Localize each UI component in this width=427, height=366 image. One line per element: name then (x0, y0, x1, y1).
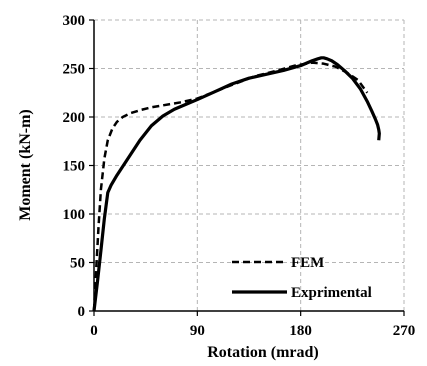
x-axis-label: Rotation (mrad) (207, 344, 319, 361)
x-tick-label: 0 (90, 323, 98, 339)
y-tick-label: 100 (63, 207, 86, 223)
x-tick-label: 270 (393, 323, 416, 339)
y-tick-label: 300 (63, 13, 86, 29)
series-line-fem (92, 61, 369, 312)
series-line-exprimental (92, 56, 381, 312)
x-tick-label: 180 (289, 323, 312, 339)
y-axis-label: Moment (kN-m) (17, 109, 34, 221)
y-tick-label: 250 (63, 62, 86, 78)
axes (89, 19, 405, 316)
y-tick-label: 0 (78, 304, 86, 320)
grid (94, 19, 405, 311)
legend-label-exprimental: Exprimental (291, 285, 372, 301)
x-tick-label: 90 (190, 323, 205, 339)
y-tick-label: 50 (70, 256, 85, 272)
legend-label-fem: FEM (291, 255, 324, 271)
series-group (92, 56, 381, 312)
y-tick-label: 200 (63, 110, 86, 126)
legend: FEM Exprimental (232, 255, 372, 301)
tick-labels: 0 50 100 150 200 250 300 0 90 180 270 (63, 13, 416, 339)
y-tick-label: 150 (63, 159, 86, 175)
